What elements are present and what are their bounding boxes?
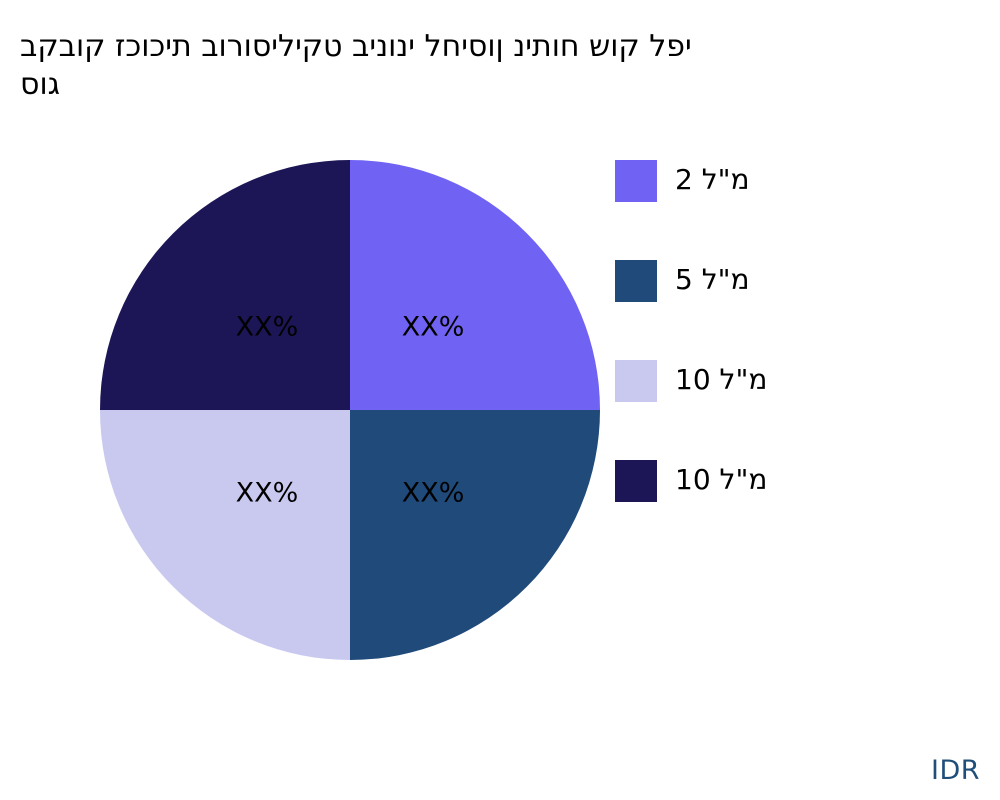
pie-slice-10ml-light: [100, 410, 350, 660]
legend-label-10ml-light: 10 מ"ל: [675, 363, 768, 396]
pie-chart: XX% XX% XX% XX%: [100, 160, 600, 660]
pie-slice-label-10ml-dark: XX%: [236, 311, 299, 342]
brand-logo-text: IDR: [930, 755, 980, 786]
legend-label-5ml: 5 מ"ל: [675, 263, 750, 296]
legend-label-2ml: 2 מ"ל: [675, 163, 750, 196]
chart-title-line-1: יפל קוש חותינ ןוסיחל ינוניב טקיליסורוב ת…: [20, 29, 692, 64]
pie-slice-5ml: [350, 410, 600, 660]
pie-slice-label-5ml: XX%: [402, 478, 465, 509]
legend-label-10ml-dark: 10 מ"ל: [675, 463, 768, 496]
pie-slice-10ml-dark: [100, 160, 350, 410]
legend-swatch-10ml-light: [615, 360, 657, 402]
legend-swatch-2ml: [615, 160, 657, 202]
legend-swatch-5ml: [615, 260, 657, 302]
pie-slice-2ml: [350, 160, 600, 410]
pie-slice-label-10ml-light: XX%: [236, 478, 299, 509]
pie-slice-label-2ml: XX%: [402, 311, 465, 342]
chart-title-line-2: גוס: [20, 67, 61, 102]
chart-title: יפל קוש חותינ ןוסיחל ינוניב טקיליסורוב ת…: [20, 28, 850, 104]
legend-swatch-10ml-dark: [615, 460, 657, 502]
